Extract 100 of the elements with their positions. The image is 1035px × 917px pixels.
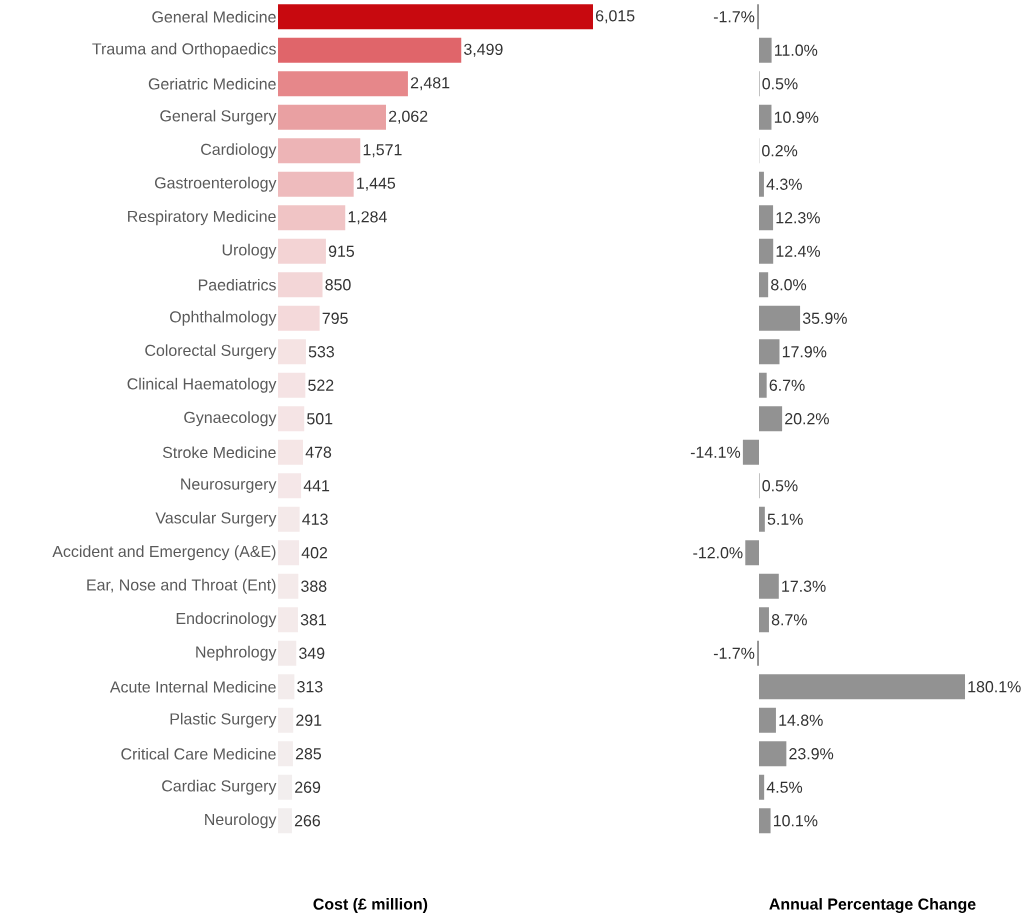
data-label: 0.5% [762, 480, 798, 492]
data-label: 6,015 [596, 10, 635, 24]
bar [759, 272, 769, 298]
data-label: 10.1% [773, 815, 818, 827]
data-label: 2,062 [388, 110, 428, 124]
y-tick-label: Ophthalmology [170, 310, 277, 326]
data-label: 23.9% [789, 748, 834, 760]
y-tick-label: Trauma and Orthopaedics [92, 42, 276, 58]
y-tick-label: Gynaecology [184, 411, 277, 427]
data-label: 850 [325, 279, 351, 291]
data-label: 1,284 [348, 211, 387, 225]
x-axis-title: Annual Percentage Change [769, 898, 976, 913]
data-label: 8.7% [771, 614, 807, 626]
bar [278, 305, 320, 331]
bar [759, 205, 774, 231]
data-label: -1.7% [713, 11, 755, 23]
y-tick-label: Endocrinology [176, 612, 277, 628]
bar [278, 205, 346, 231]
data-label: 180.1% [968, 681, 1021, 693]
data-label: 1,445 [357, 177, 396, 191]
data-label: 285 [295, 748, 322, 760]
y-tick-label: Stroke Medicine [162, 446, 276, 459]
data-label: -14.1% [690, 446, 741, 458]
bar [759, 607, 769, 633]
y-tick-label: Paediatrics [198, 278, 276, 291]
data-label: 17.9% [782, 346, 827, 358]
y-tick-label: General Medicine [152, 10, 276, 23]
bar [278, 238, 326, 264]
y-tick-label: Neurosurgery [181, 478, 277, 493]
data-label: 915 [328, 245, 355, 257]
data-label: -12.0% [693, 547, 743, 559]
y-tick-label: Accident and Emergency (A&E) [52, 545, 276, 561]
y-tick-label: Critical Care Medicine [121, 747, 276, 760]
bar [278, 272, 323, 298]
x-axis-title: Cost (£ million) [313, 898, 428, 913]
data-label: 0.5% [762, 78, 798, 90]
bar [759, 741, 787, 767]
data-label: 402 [301, 547, 328, 559]
bar [278, 372, 306, 398]
bar [745, 540, 760, 566]
bar [759, 171, 764, 197]
y-tick-label: Urology [222, 243, 277, 259]
y-tick-label: Nephrology [196, 645, 277, 661]
y-tick-label: Clinical Haematology [127, 377, 277, 393]
data-label: 5.1% [767, 513, 803, 525]
bar [278, 138, 361, 164]
data-label: 35.9% [802, 312, 847, 324]
data-label: 522 [308, 379, 334, 391]
bar [278, 473, 302, 499]
data-label: 12.4% [776, 245, 821, 257]
bar [759, 372, 767, 398]
bar [759, 238, 774, 264]
data-label: 8.0% [771, 279, 807, 291]
data-label: 12.3% [776, 212, 820, 224]
data-label: 266 [294, 815, 321, 827]
data-label: 478 [305, 446, 332, 458]
bar [759, 674, 966, 700]
bar [278, 37, 462, 63]
data-label: 3,499 [464, 43, 503, 57]
bar [278, 71, 408, 97]
bar [759, 339, 780, 365]
data-label: 10.9% [774, 111, 819, 123]
y-tick-label: Acute Internal Medicine [109, 680, 276, 693]
bar [278, 171, 354, 197]
bar [759, 104, 772, 130]
data-label: 388 [301, 580, 327, 592]
bar [759, 573, 779, 599]
data-label: 2,481 [410, 77, 450, 91]
data-label: 533 [308, 346, 334, 358]
bar [742, 439, 760, 465]
data-label: 17.3% [782, 580, 826, 592]
bar [759, 808, 771, 834]
bar [278, 439, 304, 465]
y-tick-label: General Surgery [160, 109, 277, 125]
data-label: 11.0% [775, 44, 818, 56]
bar [759, 406, 783, 432]
y-tick-label: Respiratory Medicine [128, 210, 276, 226]
data-label: 4.3% [766, 178, 802, 190]
y-tick-label: Neurology [205, 813, 277, 829]
bar [759, 774, 765, 800]
data-label: 20.2% [785, 413, 829, 425]
bar [278, 406, 305, 432]
bar [759, 506, 765, 532]
data-label: 313 [297, 681, 323, 693]
bar [278, 339, 306, 365]
y-tick-label: Ear, Nose and Throat (Ent) [87, 578, 276, 594]
y-tick-label: Colorectal Surgery [145, 344, 277, 360]
data-label: 1,571 [363, 144, 402, 158]
data-label: 0.2% [762, 145, 798, 157]
bar [759, 305, 801, 331]
y-tick-label: Vascular Surgery [155, 511, 277, 527]
data-label: 501 [307, 413, 333, 425]
data-label: 381 [300, 614, 326, 626]
data-label: 795 [322, 312, 348, 324]
bar [278, 104, 386, 130]
data-label: 6.7% [769, 379, 805, 391]
y-tick-label: Cardiology [201, 143, 277, 159]
bar [759, 37, 772, 63]
data-label: 349 [299, 647, 325, 659]
data-label: 269 [295, 781, 321, 793]
